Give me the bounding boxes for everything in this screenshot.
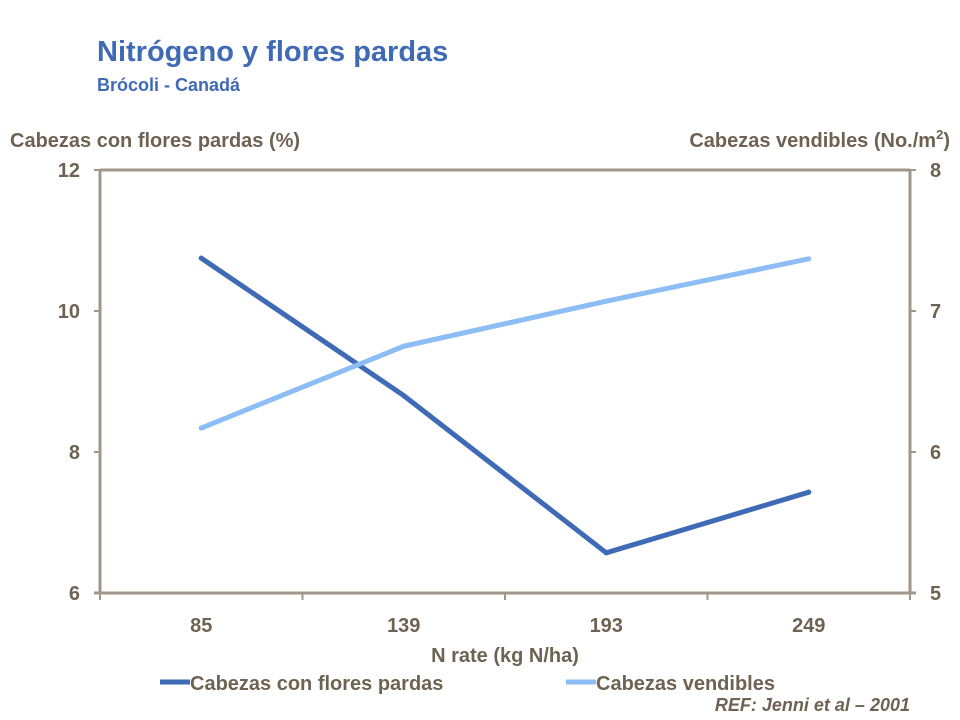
y-left-tick-label: 6 <box>69 583 80 605</box>
x-axis-label: N rate (kg N/ha) <box>431 645 579 667</box>
y-left-tick-label: 8 <box>69 442 80 464</box>
data-point <box>603 298 609 304</box>
y-right-tick-label: 7 <box>930 301 941 323</box>
data-point <box>198 255 204 261</box>
y-left-tick-label: 10 <box>58 301 80 323</box>
data-point <box>401 393 407 399</box>
data-point <box>806 256 812 262</box>
series-line-vendibles <box>198 256 812 431</box>
data-point <box>198 425 204 431</box>
legend-label-flores-pardas: Cabezas con flores pardas <box>190 673 443 695</box>
reference-note: REF: Jenni et al – 2001 <box>714 695 910 715</box>
data-point <box>603 550 609 556</box>
y-right-tick-label: 8 <box>930 160 941 182</box>
chart-title: Nitrógeno y flores pardas <box>97 36 449 68</box>
x-tick-label: 193 <box>590 615 623 637</box>
series-line-flores-pardas <box>198 255 812 556</box>
y-left-axis-label: Cabezas con flores pardas (%) <box>10 130 300 152</box>
y-left-tick-label: 12 <box>58 160 80 182</box>
y-right-axis-label: Cabezas vendibles (No./m2) <box>689 127 950 152</box>
x-tick-label: 139 <box>387 615 420 637</box>
x-tick-label: 249 <box>792 615 825 637</box>
y-right-tick-label: 5 <box>930 583 941 605</box>
data-point <box>806 489 812 495</box>
legend: Cabezas con flores pardas Cabezas vendib… <box>160 673 775 695</box>
chart-subtitle: Brócoli - Canadá <box>97 75 241 95</box>
y-right-tick-label: 6 <box>930 442 941 464</box>
legend-label-vendibles: Cabezas vendibles <box>596 673 775 695</box>
x-tick-label: 85 <box>190 615 212 637</box>
data-point <box>401 343 407 349</box>
